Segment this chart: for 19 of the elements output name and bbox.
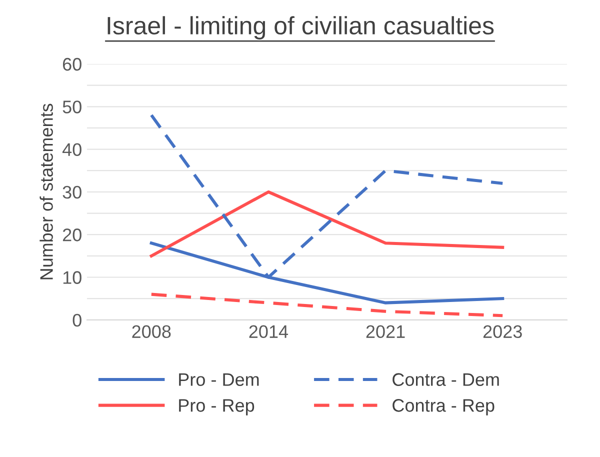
y-tick-label: 60 <box>62 58 82 71</box>
x-tick-label: 2008 <box>132 325 171 338</box>
legend-label: Pro - Dem <box>179 373 259 386</box>
y-tick-label: 0 <box>72 314 82 327</box>
y-tick-label: 30 <box>62 186 82 199</box>
legend-label: Contra - Dem <box>392 373 499 386</box>
y-tick-label: 50 <box>62 100 82 114</box>
x-tick-label: 2014 <box>249 325 288 338</box>
y-tick-label: 20 <box>62 228 82 242</box>
legend-label: Contra - Rep <box>392 399 494 416</box>
x-tick-label: 2021 <box>366 325 405 338</box>
line-series <box>150 190 504 258</box>
y-tick-label: 40 <box>62 143 82 156</box>
y-axis-title: Number of statements <box>40 104 53 280</box>
x-tick-label: 2023 <box>483 325 522 338</box>
chart-title: Israel - limiting of civilian casualties <box>108 16 494 40</box>
line-series <box>150 292 504 318</box>
y-tick-label: 10 <box>63 271 82 284</box>
legend-label: Pro - Rep <box>179 399 254 416</box>
